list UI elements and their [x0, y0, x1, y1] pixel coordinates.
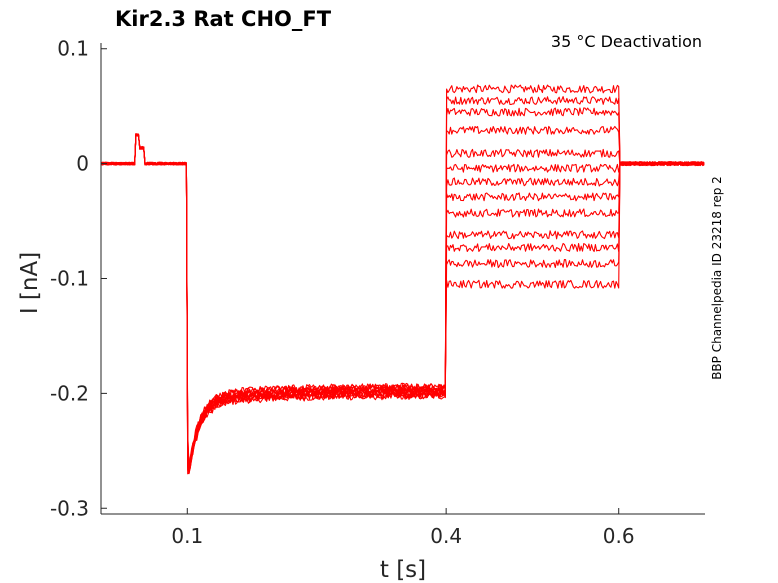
x-tick-label: 0.1 — [171, 524, 203, 548]
side-label: BBP Channelpedia ID 23218 rep 2 — [710, 176, 724, 380]
trace-8 — [100, 133, 705, 472]
chart-title: Kir2.3 Rat CHO_FT — [115, 7, 332, 31]
x-axis-label: t [s] — [380, 557, 426, 583]
x-tick-label: 0.6 — [603, 524, 635, 548]
trace-12 — [100, 134, 705, 465]
y-ticks: 0.1 0 -0.1 -0.2 -0.3 — [50, 37, 107, 520]
trace-13 — [100, 133, 705, 470]
chart-annotation: 35 °C Deactivation — [551, 32, 702, 51]
plot-traces — [100, 84, 705, 475]
y-tick-label: 0 — [76, 152, 89, 176]
y-tick-label: -0.1 — [50, 267, 89, 291]
x-ticks: 0.1 0.4 0.6 — [171, 508, 635, 548]
y-tick-label: 0.1 — [57, 37, 89, 61]
y-axis-label: I [nA] — [17, 252, 43, 314]
x-tick-label: 0.4 — [430, 524, 462, 548]
y-tick-label: -0.3 — [50, 496, 89, 520]
y-tick-label: -0.2 — [50, 381, 89, 405]
